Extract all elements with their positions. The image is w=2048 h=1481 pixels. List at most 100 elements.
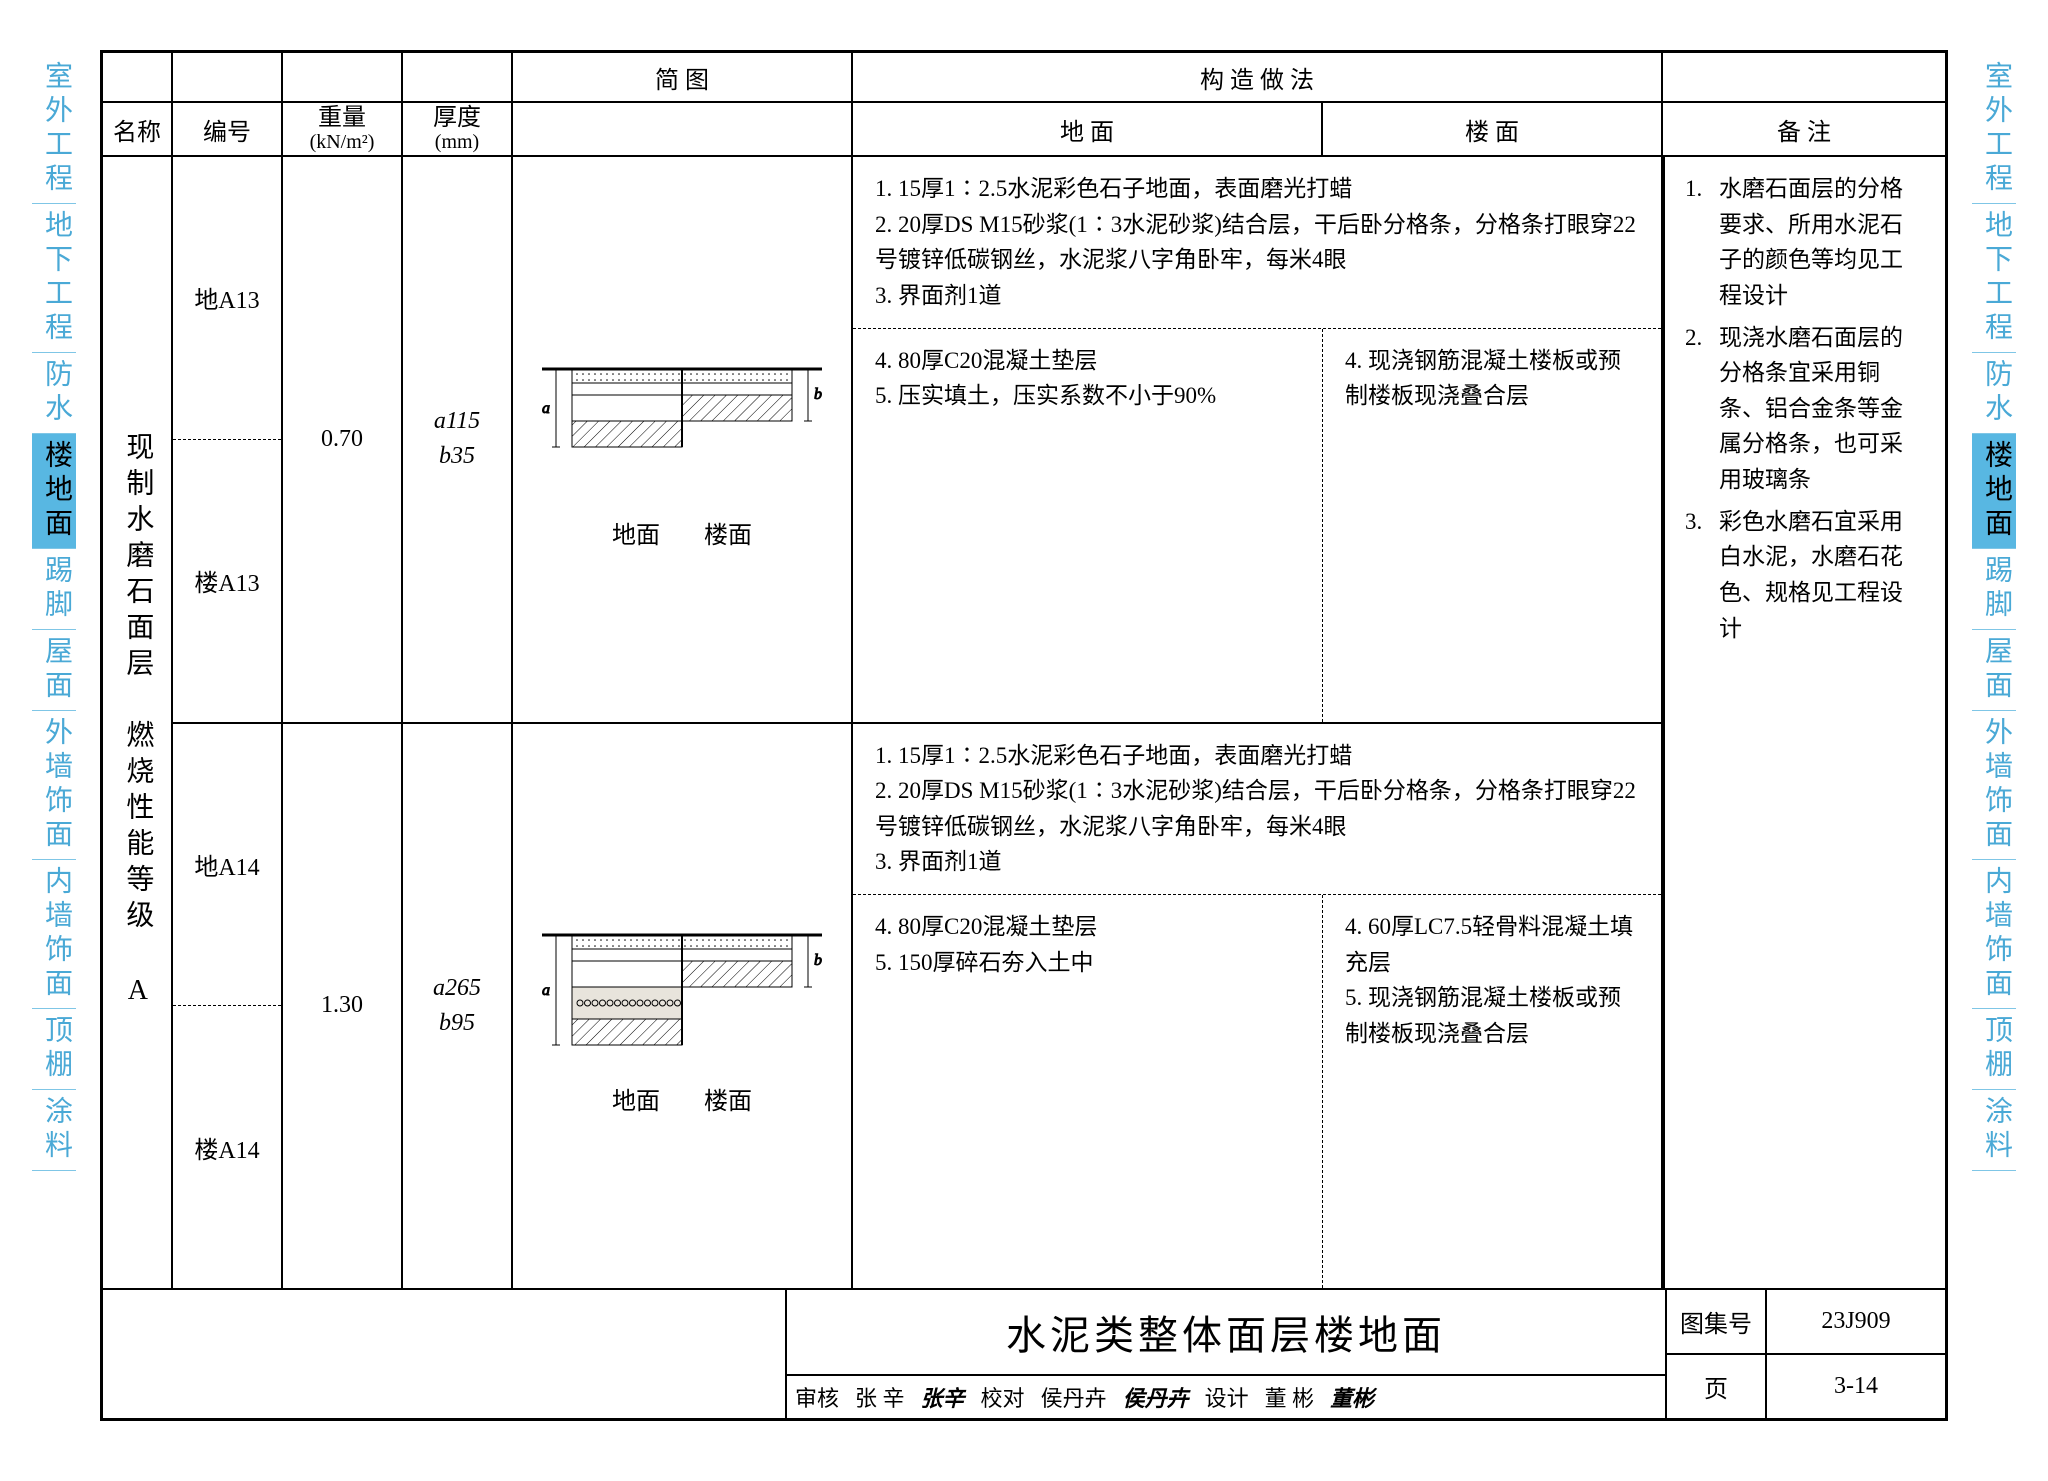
- hdr-thick-unit: (mm): [435, 131, 479, 153]
- set-number: 23J909: [1767, 1290, 1945, 1353]
- nav-tab[interactable]: 防水: [1972, 353, 2016, 434]
- construction-floor: 4. 现浇钢筋混凝土楼板或预制楼板现浇叠合层: [1323, 329, 1661, 722]
- hdr-diagram-blank: [513, 103, 853, 155]
- svg-text:a: a: [542, 400, 550, 417]
- weight-cell: 0.70: [283, 157, 403, 722]
- table-row: 地A14 楼A14 1.30 a265 b95: [173, 724, 1663, 1289]
- left-nav-tabs: 室外工程地下工程防水楼地面踢脚屋面外墙饰面内墙饰面顶棚涂料: [32, 55, 76, 1171]
- svg-text:b: b: [814, 952, 822, 969]
- table-header-row1: 简 图 构 造 做 法: [103, 53, 1945, 103]
- nav-tab[interactable]: 内墙饰面: [32, 860, 76, 1009]
- construction-floor: 4. 60厚LC7.5轻骨料混凝土填充层5. 现浇钢筋混凝土楼板或预制楼板现浇叠…: [1323, 895, 1661, 1288]
- nav-tab[interactable]: 屋面: [1972, 630, 2016, 711]
- hdr-diagram: 简 图: [513, 53, 853, 101]
- thick-a: a265: [433, 975, 481, 1002]
- nav-tab[interactable]: 顶棚: [32, 1009, 76, 1090]
- drawing-frame: 简 图 构 造 做 法 名称 编号 重量 (kN/m²) 厚度 (mm) 地 面…: [100, 50, 1948, 1421]
- thick-b: b95: [439, 1010, 475, 1037]
- hdr-floor: 楼 面: [1323, 103, 1663, 155]
- review-signature: 张辛: [913, 1381, 973, 1413]
- signatures-row: 审核 张 辛 张辛 校对 侯丹卉 侯丹卉 设计 董 彬 董彬: [787, 1374, 1665, 1418]
- hdr-name: [103, 53, 173, 101]
- check-signature: 侯丹卉: [1115, 1381, 1197, 1413]
- section-diagram: a b: [532, 329, 832, 509]
- nav-tab[interactable]: 外墙饰面: [32, 711, 76, 860]
- nav-tab[interactable]: 室外工程: [1972, 55, 2016, 204]
- hdr-weight-text: 重量: [318, 105, 366, 131]
- hdr-ground: 地 面: [853, 103, 1323, 155]
- code-floor: 楼A14: [173, 1006, 281, 1288]
- page-number: 3-14: [1767, 1355, 1945, 1418]
- check-label: 校对: [973, 1381, 1033, 1413]
- thick-b: b35: [439, 443, 475, 470]
- nav-tab[interactable]: 屋面: [32, 630, 76, 711]
- nav-tab[interactable]: 涂料: [1972, 1090, 2016, 1171]
- code-ground: 地A13: [173, 157, 281, 440]
- construction-ground: 4. 80厚C20混凝土垫层5. 压实填土，压实系数不小于90%: [853, 329, 1323, 722]
- note-item: 2.现浇水磨石面层的分格条宜采用铜条、铝合金条等金属分格条，也可采用玻璃条: [1685, 320, 1925, 498]
- hdr-note-l: 备 注: [1663, 103, 1945, 155]
- title-block-main: 水泥类整体面层楼地面 审核 张 辛 张辛 校对 侯丹卉 侯丹卉 设计 董 彬 董…: [785, 1290, 1665, 1418]
- design-signature: 董彬: [1322, 1381, 1382, 1413]
- design-label: 设计: [1197, 1381, 1257, 1413]
- code-floor: 楼A13: [173, 440, 281, 722]
- construction-cell: 1. 15厚1∶2.5水泥彩色石子地面，表面磨光打蜡2. 20厚DS M15砂浆…: [853, 724, 1663, 1289]
- diag-label-ground: 地面: [612, 1081, 660, 1116]
- set-label: 图集号: [1667, 1290, 1767, 1353]
- thick-a: a115: [434, 408, 480, 435]
- hdr-weight-l: 重量 (kN/m²): [283, 103, 403, 155]
- nav-tab[interactable]: 顶棚: [1972, 1009, 2016, 1090]
- code-ground: 地A14: [173, 724, 281, 1007]
- diagram-cell: a b 地面 楼面: [513, 157, 853, 722]
- nav-tab[interactable]: 楼地面: [1972, 434, 2016, 549]
- hdr-code: [173, 53, 283, 101]
- table-header-row2: 名称 编号 重量 (kN/m²) 厚度 (mm) 地 面 楼 面 备 注: [103, 103, 1945, 157]
- rows-area: 地A13 楼A13 0.70 a115 b35: [173, 157, 1663, 1288]
- construction-ground: 4. 80厚C20混凝土垫层5. 150厚碎石夯入土中: [853, 895, 1323, 1288]
- page-label: 页: [1667, 1355, 1767, 1418]
- hdr-weight: [283, 53, 403, 101]
- code-cell: 地A13 楼A13: [173, 157, 283, 722]
- diag-label-floor: 楼面: [704, 515, 752, 550]
- hdr-construction: 构 造 做 法: [853, 53, 1663, 101]
- construction-table: 简 图 构 造 做 法 名称 编号 重量 (kN/m²) 厚度 (mm) 地 面…: [103, 53, 1945, 1288]
- weight-cell: 1.30: [283, 724, 403, 1289]
- section-diagram: a b: [532, 895, 832, 1075]
- nav-tab[interactable]: 涂料: [32, 1090, 76, 1171]
- check-name: 侯丹卉: [1033, 1381, 1115, 1413]
- nav-tab[interactable]: 楼地面: [32, 434, 76, 549]
- hdr-code-l: 编号: [173, 103, 283, 155]
- note-item: 3.彩色水磨石宜采用白水泥，水磨石花色、规格见工程设计: [1685, 504, 1925, 647]
- nav-tab[interactable]: 踢脚: [32, 549, 76, 630]
- design-name: 董 彬: [1257, 1381, 1323, 1413]
- review-name: 张 辛: [847, 1381, 913, 1413]
- thickness-cell: a115 b35: [403, 157, 513, 722]
- hdr-name-l: 名称: [103, 103, 173, 155]
- hdr-thick: [403, 53, 513, 101]
- nav-tab[interactable]: 外墙饰面: [1972, 711, 2016, 860]
- row-name-text: 现制水磨石面层 燃烧性能等级 A: [115, 432, 160, 1014]
- nav-tab[interactable]: 地下工程: [1972, 204, 2016, 353]
- notes-cell: 1.水磨石面层的分格要求、所用水泥石子的颜色等均见工程设计2.现浇水磨石面层的分…: [1663, 157, 1945, 1288]
- construction-cell: 1. 15厚1∶2.5水泥彩色石子地面，表面磨光打蜡2. 20厚DS M15砂浆…: [853, 157, 1663, 722]
- nav-tab[interactable]: 内墙饰面: [1972, 860, 2016, 1009]
- svg-text:a: a: [542, 982, 550, 999]
- nav-tab[interactable]: 地下工程: [32, 204, 76, 353]
- diag-label-ground: 地面: [612, 515, 660, 550]
- drawing-title: 水泥类整体面层楼地面: [787, 1290, 1665, 1374]
- diagram-cell: a b 地面 楼面: [513, 724, 853, 1289]
- hdr-note: [1663, 53, 1945, 101]
- nav-tab[interactable]: 防水: [32, 353, 76, 434]
- hdr-thick-text: 厚度: [433, 105, 481, 131]
- row-name-cell: 现制水磨石面层 燃烧性能等级 A: [103, 157, 173, 1288]
- hdr-weight-unit: (kN/m²): [310, 131, 375, 153]
- construction-shared: 1. 15厚1∶2.5水泥彩色石子地面，表面磨光打蜡2. 20厚DS M15砂浆…: [853, 724, 1661, 896]
- table-row: 地A13 楼A13 0.70 a115 b35: [173, 157, 1663, 724]
- nav-tab[interactable]: 室外工程: [32, 55, 76, 204]
- table-body: 现制水磨石面层 燃烧性能等级 A 地A13 楼A13 0.70 a115 b35: [103, 157, 1945, 1288]
- hdr-thick-l: 厚度 (mm): [403, 103, 513, 155]
- code-cell: 地A14 楼A14: [173, 724, 283, 1289]
- nav-tab[interactable]: 踢脚: [1972, 549, 2016, 630]
- title-block: 水泥类整体面层楼地面 审核 张 辛 张辛 校对 侯丹卉 侯丹卉 设计 董 彬 董…: [103, 1288, 1945, 1418]
- thickness-cell: a265 b95: [403, 724, 513, 1289]
